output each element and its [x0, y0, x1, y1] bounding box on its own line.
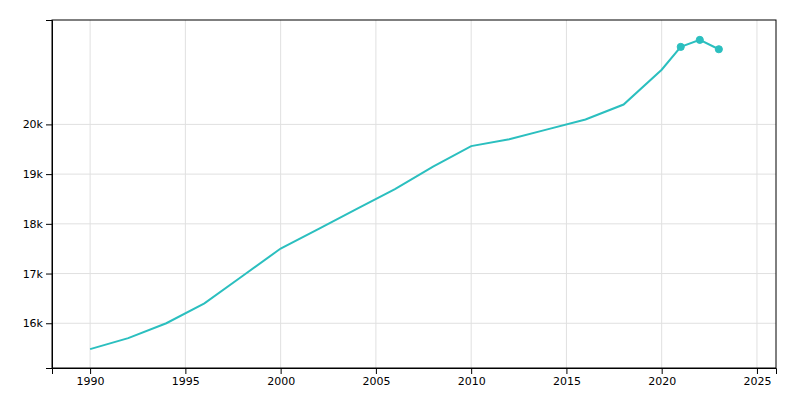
chart: 1990 1995 2000 2005 2010 2015 2020 2025 16k 17k 18…	[0, 0, 800, 400]
grid	[52, 20, 776, 368]
tick-mark	[46, 224, 52, 225]
grid-line	[52, 273, 776, 274]
tick: 20k	[23, 118, 52, 131]
tick-mark	[46, 274, 52, 275]
tick-mark	[46, 174, 52, 175]
plot-frame	[52, 20, 776, 368]
point	[715, 46, 722, 53]
tick-mark	[757, 368, 758, 374]
y-axis: 16k 17k 18k 19k 20k	[23, 21, 53, 369]
tick-mark	[471, 368, 472, 374]
tick: 1990	[77, 368, 105, 388]
tick-label: 2020	[648, 375, 676, 388]
tick: 2000	[267, 368, 295, 388]
tick-mark	[90, 368, 91, 374]
grid-line	[52, 174, 776, 175]
tick-label: 16k	[23, 317, 44, 330]
tick-mark	[46, 323, 52, 324]
tick-label: 1995	[172, 375, 200, 388]
axis-line	[46, 21, 53, 369]
point	[696, 36, 703, 43]
tick-mark	[46, 124, 52, 125]
tick: 18k	[23, 218, 52, 231]
grid-line	[185, 20, 186, 368]
tick-label: 17k	[23, 268, 44, 281]
tick-label: 2000	[267, 375, 295, 388]
grid-line	[471, 20, 472, 368]
tick-label: 18k	[23, 218, 44, 231]
tick-label: 2015	[553, 375, 581, 388]
tick-label: 1990	[77, 375, 105, 388]
tick-label: 2010	[458, 375, 486, 388]
point	[677, 43, 684, 50]
grid-line	[52, 124, 776, 125]
tick: 17k	[23, 268, 52, 281]
tick-mark	[566, 368, 567, 374]
tick: 2015	[553, 368, 581, 388]
tick-label: 2025	[743, 375, 771, 388]
axis-line	[53, 369, 777, 375]
tick-label: 20k	[23, 118, 44, 131]
tick: 1995	[172, 368, 200, 388]
grid-line	[661, 20, 662, 368]
tick: 2005	[362, 368, 390, 388]
tick: 2010	[458, 368, 486, 388]
tick-mark	[281, 368, 282, 374]
tick: 2020	[648, 368, 676, 388]
tick-mark	[185, 368, 186, 374]
grid-line	[375, 20, 376, 368]
grid-line	[566, 20, 567, 368]
grid-line	[52, 323, 776, 324]
x-axis: 1990 1995 2000 2005 2010 2015 2020 2025	[53, 368, 777, 388]
line	[90, 40, 719, 349]
plot: 1990 1995 2000 2005 2010 2015 2020 2025 16k 17k 18…	[23, 20, 777, 388]
grid-line	[756, 20, 757, 368]
tick-label: 2005	[362, 375, 390, 388]
grid-line	[280, 20, 281, 368]
tick: 19k	[23, 168, 52, 181]
tick: 2025	[743, 368, 771, 388]
tick-label: 19k	[23, 168, 44, 181]
grid-line	[52, 223, 776, 224]
tick-mark	[662, 368, 663, 374]
tick: 16k	[23, 317, 52, 330]
grid-line	[90, 20, 91, 368]
tick-mark	[376, 368, 377, 374]
marks	[90, 36, 722, 349]
